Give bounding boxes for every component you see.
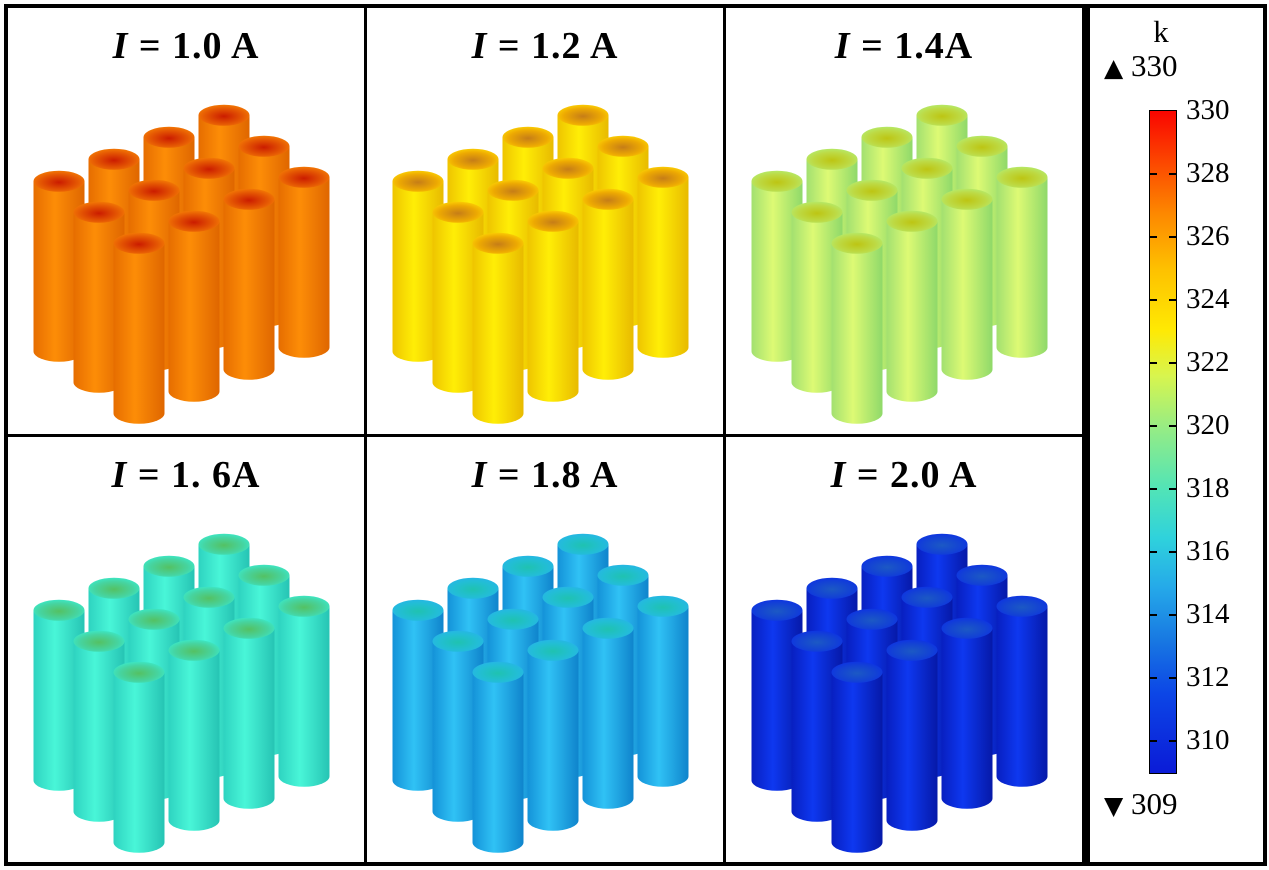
colorbar-tick-mark bbox=[1150, 677, 1157, 680]
cylinder-array-1-8A bbox=[392, 533, 689, 853]
colorbar-tick-mark bbox=[1169, 299, 1176, 302]
colorbar-tick-mark bbox=[1150, 236, 1157, 239]
current-value: = 1.2 A bbox=[487, 25, 619, 67]
cylinder-array-1-6A bbox=[33, 533, 330, 853]
panel-title: I = 1. 6A bbox=[8, 453, 364, 497]
cylinder-array-2-0A bbox=[751, 533, 1048, 853]
colorbar-max-value: 330 bbox=[1130, 48, 1178, 83]
colorbar-tick-mark bbox=[1150, 614, 1157, 617]
colorbar-tick-mark bbox=[1169, 614, 1176, 617]
colorbar-max-indicator: ▲ 330 bbox=[1104, 48, 1177, 84]
colorbar-gradient bbox=[1149, 110, 1177, 774]
colorbar-tick-mark bbox=[1150, 173, 1157, 176]
panel-title: I = 1.8 A bbox=[367, 453, 723, 497]
colorbar-tick-label: 310 bbox=[1186, 724, 1230, 757]
colorbar-panel: k ▲ 330 ▼ 309 330 328 326 324 322 320 318 316 31… bbox=[1086, 4, 1267, 866]
current-value: = 1. 6A bbox=[127, 453, 261, 496]
colorbar-tick-label: 324 bbox=[1186, 283, 1230, 316]
colorbar-tick-mark bbox=[1150, 425, 1157, 428]
colorbar-tick-mark bbox=[1150, 740, 1157, 743]
colorbar-min-value: 309 bbox=[1130, 786, 1178, 821]
triangle-down-icon: ▼ bbox=[1104, 791, 1124, 820]
current-symbol: I bbox=[471, 453, 488, 496]
panel-grid: I = 1.0 A I = 1.2 A I bbox=[4, 4, 1086, 866]
panel-1-6A: I = 1. 6A bbox=[8, 436, 364, 862]
colorbar-tick-mark bbox=[1150, 299, 1157, 302]
panel-title: I = 1.2 A bbox=[367, 24, 723, 68]
panel-1-8A: I = 1.8 A bbox=[367, 436, 723, 862]
colorbar-tick-label: 330 bbox=[1186, 94, 1230, 126]
colorbar-tick-label: 314 bbox=[1186, 598, 1230, 631]
colorbar-tick-label: 320 bbox=[1186, 409, 1230, 442]
colorbar-min-indicator: ▼ 309 bbox=[1104, 786, 1177, 822]
cylinder-array-1-2A bbox=[392, 104, 689, 424]
current-value: = 1.8 A bbox=[487, 453, 619, 496]
panel-1-4A: I = 1.4A bbox=[726, 8, 1082, 434]
cylinder-array-1-4A bbox=[751, 104, 1048, 424]
colorbar-tick-label: 326 bbox=[1186, 220, 1230, 253]
current-value: = 1.4A bbox=[850, 25, 974, 67]
panel-1-0A: I = 1.0 A bbox=[8, 8, 364, 434]
colorbar-unit-label: k bbox=[1153, 14, 1169, 49]
colorbar-tick-label: 328 bbox=[1186, 157, 1230, 190]
colorbar-tick-mark bbox=[1169, 425, 1176, 428]
panel-2-0A: I = 2.0 A bbox=[726, 436, 1082, 862]
colorbar-tick-mark bbox=[1169, 488, 1176, 491]
colorbar-tick-label: 322 bbox=[1186, 346, 1230, 379]
panel-title: I = 1.0 A bbox=[8, 24, 364, 68]
current-symbol: I bbox=[834, 25, 851, 67]
colorbar-tick-label: 312 bbox=[1186, 661, 1230, 694]
colorbar-tick-mark bbox=[1169, 362, 1176, 365]
colorbar-tick-label: 318 bbox=[1186, 472, 1230, 505]
colorbar-tick-mark bbox=[1169, 677, 1176, 680]
colorbar-tick-mark bbox=[1150, 551, 1157, 554]
current-symbol: I bbox=[111, 453, 128, 496]
current-symbol: I bbox=[112, 25, 129, 67]
colorbar-tick-mark bbox=[1169, 740, 1176, 743]
current-symbol: I bbox=[830, 453, 847, 496]
panel-1-2A: I = 1.2 A bbox=[367, 8, 723, 434]
current-value: = 2.0 A bbox=[846, 453, 978, 496]
panel-title: I = 1.4A bbox=[726, 24, 1082, 68]
colorbar-tick-mark bbox=[1169, 173, 1176, 176]
triangle-up-icon: ▲ bbox=[1104, 53, 1124, 82]
colorbar-tick-label: 316 bbox=[1186, 535, 1230, 568]
current-value: = 1.0 A bbox=[128, 25, 260, 67]
current-symbol: I bbox=[471, 25, 488, 67]
colorbar-tick-mark bbox=[1169, 551, 1176, 554]
panel-title: I = 2.0 A bbox=[726, 453, 1082, 497]
colorbar-tick-mark bbox=[1150, 362, 1157, 365]
colorbar-tick-mark bbox=[1169, 236, 1176, 239]
colorbar-tick-mark bbox=[1150, 488, 1157, 491]
cylinder-array-1-0A bbox=[33, 104, 330, 424]
